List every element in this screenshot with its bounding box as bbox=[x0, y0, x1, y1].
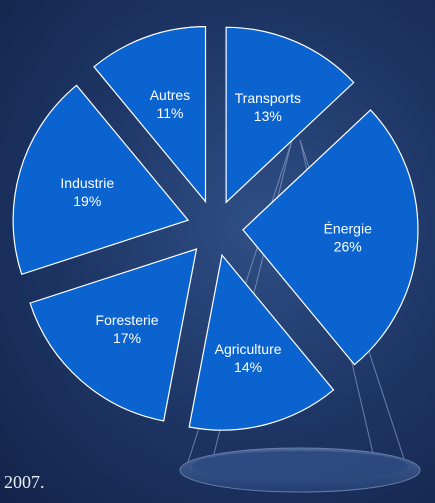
slice-label-0: Transports bbox=[235, 90, 301, 106]
pie-labels: Transports 13% Énergie 26% Agriculture 14% For… bbox=[60, 87, 372, 375]
slice-label-1: Énergie bbox=[324, 220, 372, 236]
slice-value-4: 19% bbox=[73, 193, 101, 209]
scale-decoration bbox=[179, 139, 421, 493]
slice-value-0: 13% bbox=[254, 108, 282, 124]
slice-value-3: 17% bbox=[113, 330, 141, 346]
slice-label-3: Foresterie bbox=[96, 312, 159, 328]
slice-value-1: 26% bbox=[334, 238, 362, 254]
pie-slice-0 bbox=[225, 26, 355, 204]
caption-text: 2007. bbox=[4, 472, 45, 492]
slice-label-4: Industrie bbox=[60, 175, 114, 191]
pie-slice-5 bbox=[93, 26, 207, 204]
slice-label-2: Agriculture bbox=[215, 341, 282, 357]
pie-slice-2 bbox=[188, 253, 335, 431]
pie-slices bbox=[12, 26, 419, 431]
pie-slice-4 bbox=[12, 84, 190, 276]
slice-value-5: 11% bbox=[156, 105, 183, 121]
slice-label-5: Autres bbox=[150, 87, 190, 103]
pie-slice-1 bbox=[242, 109, 419, 366]
slice-value-2: 14% bbox=[234, 359, 262, 375]
pie-slice-3 bbox=[29, 248, 198, 422]
